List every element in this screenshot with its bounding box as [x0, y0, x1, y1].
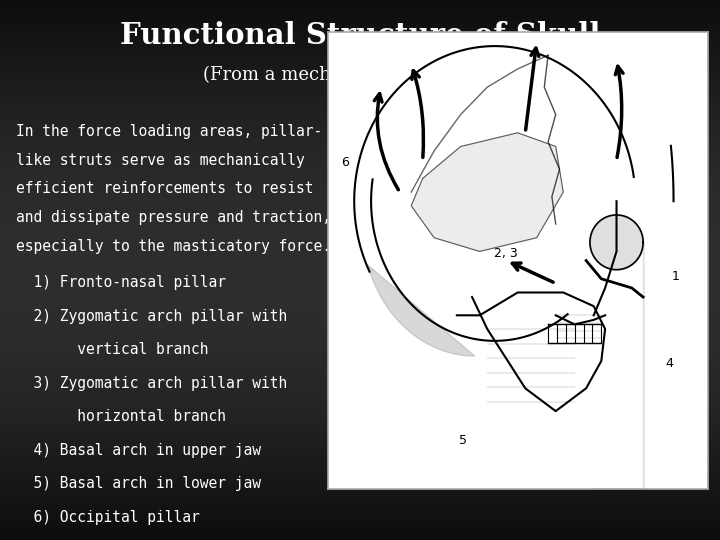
Text: 5) Basal arch in lower jaw: 5) Basal arch in lower jaw [16, 476, 261, 491]
Text: especially to the masticatory force.: especially to the masticatory force. [16, 239, 330, 254]
Text: 2, 3: 2, 3 [495, 247, 518, 260]
Text: 1) Fronto-nasal pillar: 1) Fronto-nasal pillar [16, 275, 226, 291]
Text: efficient reinforcements to resist: efficient reinforcements to resist [16, 181, 313, 197]
Text: Functional Structure of Skull: Functional Structure of Skull [120, 21, 600, 50]
Text: 1: 1 [672, 270, 680, 283]
Text: 4: 4 [666, 357, 674, 370]
Text: 4) Basal arch in upper jaw: 4) Basal arch in upper jaw [16, 443, 261, 458]
Text: and dissipate pressure and traction,: and dissipate pressure and traction, [16, 210, 330, 225]
Text: like struts serve as mechanically: like struts serve as mechanically [16, 153, 305, 168]
Text: 5: 5 [459, 434, 467, 447]
Polygon shape [368, 265, 474, 356]
Text: 2) Zygomatic arch pillar with: 2) Zygomatic arch pillar with [16, 309, 287, 324]
Text: In the force loading areas, pillar-: In the force loading areas, pillar- [16, 124, 322, 139]
Text: (From a mechanical point of view): (From a mechanical point of view) [203, 65, 517, 84]
Text: vertical branch: vertical branch [16, 342, 208, 357]
Text: 6: 6 [341, 156, 348, 169]
Text: horizontal branch: horizontal branch [16, 409, 226, 424]
Text: 3) Zygomatic arch pillar with: 3) Zygomatic arch pillar with [16, 376, 287, 391]
Polygon shape [411, 133, 563, 252]
Text: 6) Occipital pillar: 6) Occipital pillar [16, 510, 199, 525]
